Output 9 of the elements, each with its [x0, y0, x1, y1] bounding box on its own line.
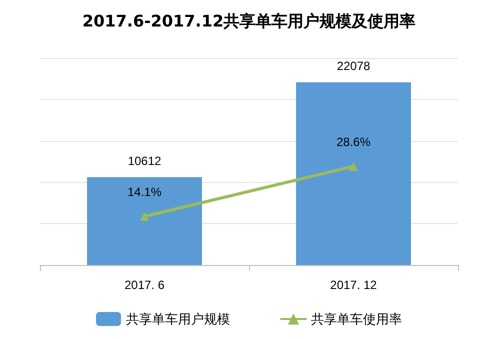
- data-label: 22078: [336, 59, 371, 74]
- data-label: 10612: [128, 154, 162, 168]
- chart-title: 2017.6-2017.12共享单车用户规模及使用率: [82, 12, 416, 30]
- legend-label: 共享单车使用率: [311, 312, 402, 326]
- legend-label: 共享单车用户规模: [126, 312, 230, 326]
- data-label: 28.6%: [336, 134, 371, 149]
- x-tick-label: 2017. 12: [330, 278, 378, 292]
- x-tick-label: 2017. 6: [124, 278, 165, 292]
- data-label: 14.1%: [127, 184, 162, 199]
